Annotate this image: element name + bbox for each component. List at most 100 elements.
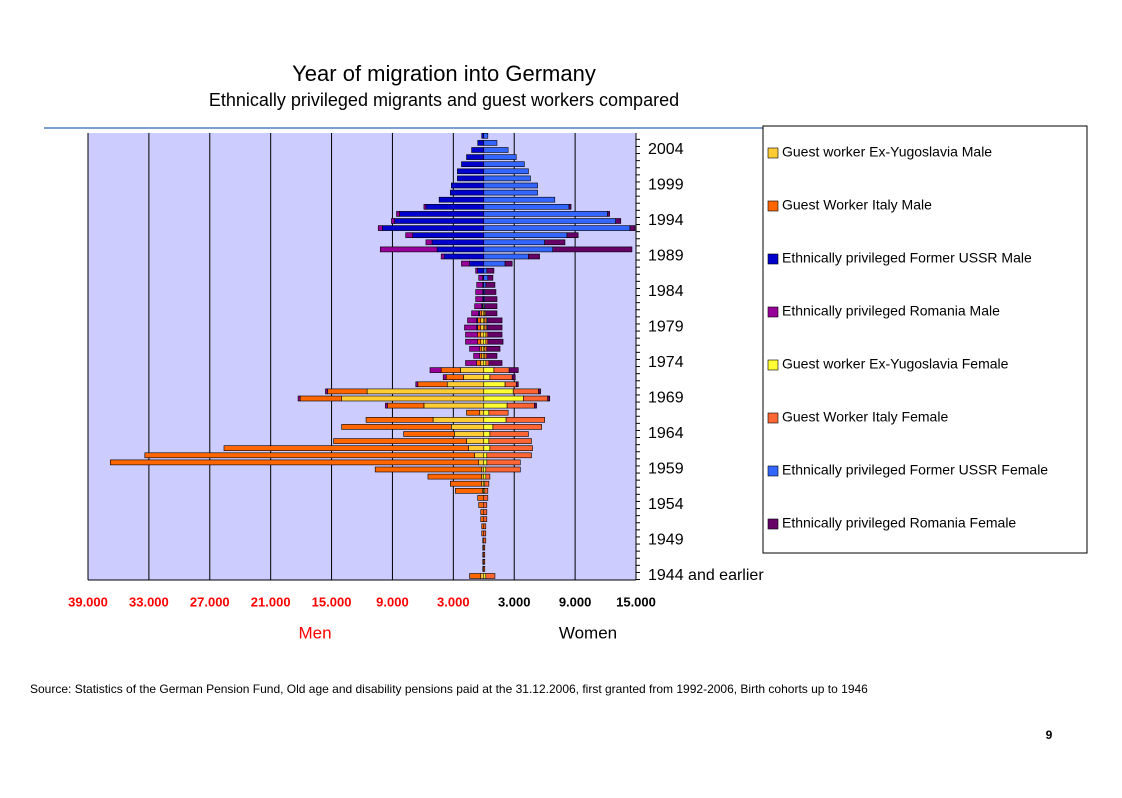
bar: [483, 218, 617, 224]
bar: [391, 218, 395, 224]
bar: [483, 551, 486, 558]
source-note: Source: Statistics of the German Pension…: [30, 682, 868, 696]
bar: [544, 239, 566, 246]
bar: [483, 452, 488, 459]
bar: [483, 573, 487, 579]
bar: [484, 289, 497, 295]
bar: [483, 140, 498, 146]
bar: [486, 267, 495, 274]
bar: [481, 530, 485, 537]
bar: [467, 317, 477, 324]
bar: [487, 338, 504, 345]
bar: [449, 189, 485, 196]
bar: [480, 324, 485, 331]
legend-swatch: [767, 306, 779, 318]
legend-swatch: [767, 253, 779, 265]
bar: [483, 438, 490, 444]
bar: [476, 282, 484, 288]
bar: [523, 395, 549, 402]
x-tick-label: 3.000: [498, 594, 531, 609]
bar: [483, 360, 487, 366]
bar: [485, 310, 498, 317]
bar: [399, 211, 485, 217]
bar: [489, 431, 529, 437]
bar: [483, 459, 488, 466]
bar: [538, 388, 541, 395]
bar: [405, 232, 414, 238]
bar: [299, 395, 343, 402]
y-tick-label: 1999: [648, 177, 684, 194]
bar: [483, 282, 487, 288]
bar: [377, 225, 383, 231]
bar: [429, 367, 442, 373]
legend-swatch: [767, 147, 779, 159]
bar: [469, 573, 482, 579]
bar: [481, 473, 485, 480]
bar: [412, 232, 485, 238]
bar: [423, 402, 485, 409]
bar: [547, 395, 551, 402]
bar: [483, 246, 554, 253]
bar: [483, 154, 517, 160]
bar: [483, 196, 556, 203]
bar: [493, 367, 510, 373]
bar: [483, 473, 487, 480]
bar: [403, 431, 455, 437]
bar: [474, 303, 483, 310]
x-tick-label: 39.000: [68, 594, 108, 609]
bar: [442, 374, 447, 381]
bar: [568, 204, 572, 210]
bar: [483, 495, 489, 501]
bar: [481, 310, 485, 317]
bar: [485, 573, 496, 579]
bar: [483, 409, 490, 416]
y-tick-label: 1984: [648, 283, 684, 300]
legend-label: Guest worker Ex-Yugoslavia Male: [782, 144, 992, 160]
bar: [488, 409, 509, 416]
bar: [483, 147, 509, 153]
bar: [511, 374, 516, 381]
bar: [436, 246, 485, 253]
bar: [484, 487, 489, 494]
bar: [415, 381, 419, 388]
bar: [484, 296, 498, 302]
bar: [483, 211, 608, 217]
bar: [451, 182, 485, 189]
bar: [483, 331, 487, 338]
bar: [474, 452, 485, 459]
bar: [504, 381, 517, 388]
bar: [484, 303, 498, 310]
y-tick-label: 1994: [648, 212, 684, 229]
bar: [483, 367, 495, 373]
bar: [425, 239, 433, 246]
bar: [483, 523, 487, 530]
bar: [480, 516, 485, 523]
bar: [457, 175, 485, 182]
y-tick-label: 2004: [648, 141, 684, 158]
bar: [487, 274, 494, 281]
bar: [325, 388, 328, 395]
bar: [484, 324, 488, 331]
bar: [486, 345, 501, 352]
x-tick-label: 33.000: [129, 594, 169, 609]
bar: [477, 324, 482, 331]
bar: [487, 317, 503, 324]
bar: [483, 338, 487, 345]
bar: [417, 381, 448, 388]
x-tick-label: 9.000: [559, 594, 592, 609]
bar: [483, 388, 514, 395]
bar: [483, 445, 491, 452]
bar: [477, 338, 482, 345]
bar: [425, 204, 485, 210]
bar: [396, 211, 400, 217]
bar: [615, 218, 622, 224]
bar: [374, 466, 483, 473]
bar: [607, 211, 610, 217]
bar: [483, 274, 489, 281]
bar: [483, 516, 488, 523]
legend-label: Ethnically privileged Former USSR Female: [782, 462, 1048, 478]
bar: [223, 445, 469, 452]
bar: [466, 409, 481, 416]
bar: [466, 438, 485, 444]
bar: [445, 374, 464, 381]
